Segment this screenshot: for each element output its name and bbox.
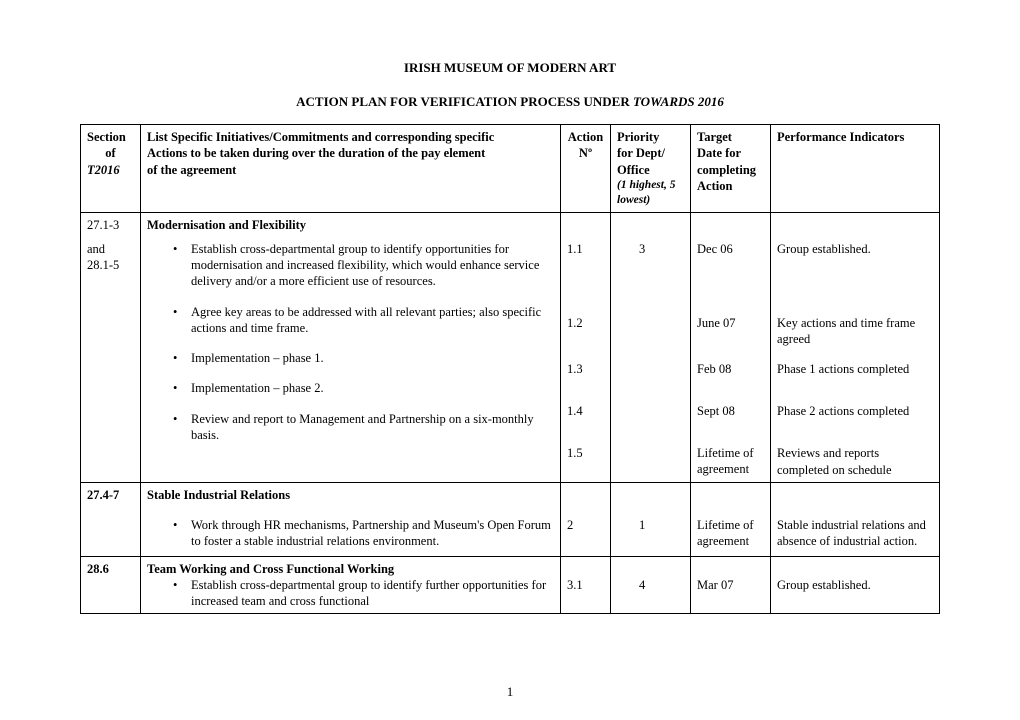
cell-targets: Dec 06 June 07 Feb 08 Sept 08 Lifetime o… — [691, 237, 771, 483]
action-no: 1.2 — [567, 315, 604, 347]
cell-section-heading: Modernisation and Flexibility — [141, 212, 561, 237]
perf-indicator: Group established. — [777, 577, 933, 593]
header-text: (1 highest, 5 lowest) — [617, 178, 684, 208]
bullet-item: Implementation – phase 1. — [147, 350, 554, 366]
bullet-item: Agree key areas to be addressed with all… — [147, 304, 554, 337]
empty-cell — [561, 212, 611, 237]
cell-perf: Group established. Key actions and time … — [771, 237, 940, 483]
target-date: Lifetime of agreement — [697, 445, 764, 478]
bullet-list: Work through HR mechanisms, Partnership … — [147, 517, 554, 550]
cell-content: Stable Industrial Relations Work through… — [141, 482, 561, 556]
document-subtitle: ACTION PLAN FOR VERIFICATION PROCESS UND… — [80, 94, 940, 110]
perf-indicator: Stable industrial relations and absence … — [777, 517, 933, 550]
cell-section-no: 27.1-3 — [81, 212, 141, 237]
header-text: Date for — [697, 145, 764, 161]
perf-indicator: Reviews and reports completed on schedul… — [777, 445, 933, 478]
target-date: Feb 08 — [697, 361, 764, 389]
header-text: Action — [567, 129, 604, 145]
page-number: 1 — [0, 684, 1020, 700]
target-date: Dec 06 — [697, 241, 764, 301]
section-heading: Team Working and Cross Functional Workin… — [147, 561, 554, 577]
cell-targets: Mar 07 — [691, 556, 771, 614]
bullet-item: Work through HR mechanisms, Partnership … — [147, 517, 554, 550]
action-no: 2 — [567, 517, 604, 533]
perf-indicator: Phase 1 actions completed — [777, 361, 933, 389]
priority-value: 4 — [617, 577, 684, 593]
header-text: Priority — [617, 129, 684, 145]
cell-priority: 4 — [611, 556, 691, 614]
cell-targets: Lifetime of agreement — [691, 482, 771, 556]
header-text: of the agreement — [147, 162, 554, 178]
subtitle-italic: TOWARDS 2016 — [633, 94, 724, 109]
cell-section-extra: and 28.1-5 — [81, 237, 141, 483]
header-text: T2016 — [87, 162, 134, 178]
action-plan-table: Section of T2016 List Specific Initiativ… — [80, 124, 940, 614]
bullet-item: Implementation – phase 2. — [147, 380, 554, 396]
header-text: Actions to be taken during over the dura… — [147, 145, 554, 161]
col-header-initiatives: List Specific Initiatives/Commitments an… — [141, 125, 561, 213]
col-header-priority: Priority for Dept/ Office (1 highest, 5 … — [611, 125, 691, 213]
cell-action-nos: 3.1 — [561, 556, 611, 614]
empty-cell — [771, 212, 940, 237]
action-no: 1.4 — [567, 403, 604, 431]
col-header-target: Target Date for completing Action — [691, 125, 771, 213]
perf-indicator: Key actions and time frame agreed — [777, 315, 933, 348]
col-header-section: Section of T2016 — [81, 125, 141, 213]
cell-action-nos: 1.1 1.2 1.3 1.4 1.5 — [561, 237, 611, 483]
cell-section-no: 28.6 — [81, 556, 141, 614]
header-text: for Dept/ — [617, 145, 684, 161]
section-heading: Stable Industrial Relations — [147, 487, 554, 503]
bullet-item: Review and report to Management and Part… — [147, 411, 554, 444]
bullet-item: Establish cross-departmental group to id… — [147, 241, 554, 290]
table-row: 27.4-7 Stable Industrial Relations Work … — [81, 482, 940, 556]
priority-value: 3 — [617, 241, 684, 257]
header-text: Nº — [567, 145, 604, 161]
col-header-action: Action Nº — [561, 125, 611, 213]
cell-action-nos: 2 — [561, 482, 611, 556]
cell-perf: Group established. — [771, 556, 940, 614]
action-no: 1.5 — [567, 445, 604, 461]
section-header-row: 27.1-3 Modernisation and Flexibility — [81, 212, 940, 237]
empty-cell — [691, 212, 771, 237]
header-text: List Specific Initiatives/Commitments an… — [147, 129, 554, 145]
cell-perf: Stable industrial relations and absence … — [771, 482, 940, 556]
document-title: IRISH MUSEUM OF MODERN ART — [80, 60, 940, 76]
col-header-perf: Performance Indicators — [771, 125, 940, 213]
header-text: of — [87, 145, 134, 161]
empty-cell — [611, 212, 691, 237]
cell-section-no: 27.4-7 — [81, 482, 141, 556]
action-no: 1.3 — [567, 361, 604, 389]
target-date: Lifetime of agreement — [697, 517, 764, 550]
section-content-row: and 28.1-5 Establish cross-departmental … — [81, 237, 940, 483]
priority-value: 1 — [617, 517, 684, 533]
action-no: 1.1 — [567, 241, 604, 301]
cell-priority: 1 — [611, 482, 691, 556]
bullet-list: Establish cross-departmental group to id… — [147, 241, 554, 443]
header-text: Target — [697, 129, 764, 145]
bullet-item: Establish cross-departmental group to id… — [147, 577, 554, 610]
cell-priority: 3 — [611, 237, 691, 483]
cell-content: Team Working and Cross Functional Workin… — [141, 556, 561, 614]
table-row: 28.6 Team Working and Cross Functional W… — [81, 556, 940, 614]
header-text: Performance Indicators — [777, 129, 933, 145]
table-header-row: Section of T2016 List Specific Initiativ… — [81, 125, 940, 213]
target-date: Sept 08 — [697, 403, 764, 431]
perf-indicator: Phase 2 actions completed — [777, 403, 933, 431]
cell-bullets: Establish cross-departmental group to id… — [141, 237, 561, 483]
header-text: completing — [697, 162, 764, 178]
header-text: Section — [87, 129, 134, 145]
target-date: Mar 07 — [697, 577, 764, 593]
action-no: 3.1 — [567, 577, 604, 593]
header-text: Office — [617, 162, 684, 178]
subtitle-prefix: ACTION PLAN FOR VERIFICATION PROCESS UND… — [296, 94, 633, 109]
perf-indicator: Group established. — [777, 241, 933, 301]
header-text: Action — [697, 178, 764, 194]
target-date: June 07 — [697, 315, 764, 347]
bullet-list: Establish cross-departmental group to id… — [147, 577, 554, 610]
